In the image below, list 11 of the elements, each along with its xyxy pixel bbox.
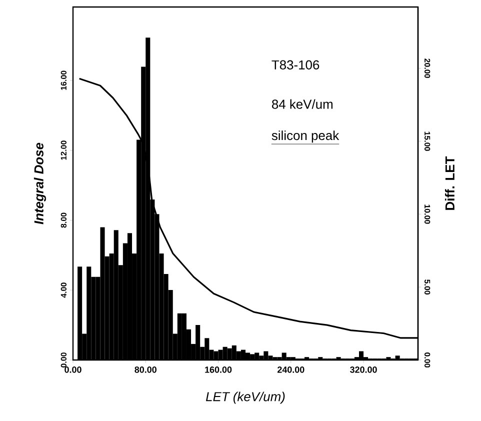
annotation: 84 keV/um [272,99,332,109]
y2-axis-title: Diff. LET [444,156,454,210]
x-tick-label: 80.00 [134,366,156,373]
x-tick-label: 160.00 [205,366,232,373]
x-tick-label: 240.00 [277,366,304,373]
x-axis-title: LET (keV/um) [206,392,285,404]
annotation: T83-106 [272,60,320,70]
y-axis-title: Integral Dose [34,142,46,224]
annotation: silicon peak [272,130,340,143]
x-tick-label: 320.00 [350,366,377,373]
x-tick-label: 0.00 [64,366,82,373]
